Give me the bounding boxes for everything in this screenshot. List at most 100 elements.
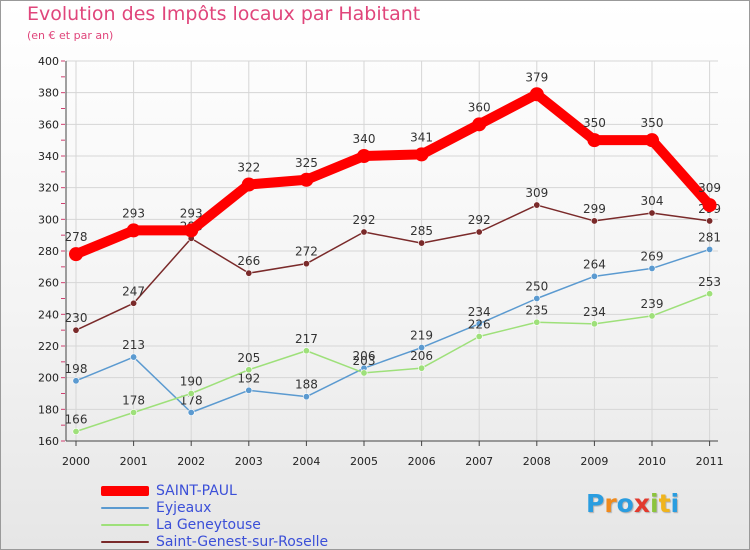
data-label: 269	[641, 249, 664, 263]
x-tick-label: 2009	[580, 455, 608, 468]
y-tick-label: 340	[38, 150, 59, 163]
x-tick-label: 2006	[408, 455, 436, 468]
data-label: 278	[65, 230, 88, 244]
data-point	[360, 369, 368, 377]
data-point	[69, 247, 83, 262]
data-label: 217	[295, 332, 318, 346]
legend-item: Eyjeaux	[101, 500, 401, 517]
data-point	[360, 228, 368, 236]
data-label: 192	[237, 371, 260, 385]
data-label: 235	[525, 303, 548, 317]
data-point	[72, 377, 80, 385]
data-label: 350	[641, 116, 664, 130]
y-tick-label: 320	[38, 182, 59, 195]
x-tick-label: 2011	[696, 455, 724, 468]
data-point	[472, 117, 487, 132]
series-line-la-geneytouse	[75, 293, 711, 433]
data-point	[475, 332, 483, 340]
data-label: 166	[65, 413, 88, 427]
data-point	[184, 223, 199, 238]
data-label: 266	[237, 254, 260, 268]
x-tick-label: 2007	[465, 455, 493, 468]
data-point	[706, 245, 714, 253]
logo-letter: i	[670, 489, 680, 518]
data-label: 325	[295, 156, 318, 170]
data-label: 188	[295, 378, 318, 392]
data-label: 219	[410, 329, 433, 343]
data-label: 292	[468, 213, 491, 227]
legend-label: La Geneytouse	[156, 517, 261, 533]
data-point	[648, 209, 656, 217]
logo-letter: P	[586, 489, 605, 518]
data-label: 203	[353, 354, 376, 368]
y-tick-label: 200	[38, 372, 59, 385]
data-label: 206	[353, 349, 376, 363]
legend-label: Saint-Genest-sur-Roselle	[156, 534, 329, 550]
data-label: 206	[410, 349, 433, 363]
logo-letter: o	[616, 489, 634, 518]
legend: SAINT-PAUL Eyjeaux La Geneytouse Saint-Gene…	[101, 483, 401, 550]
data-label: 230	[65, 311, 88, 325]
y-tick-label: 260	[38, 277, 59, 290]
data-point	[706, 217, 714, 225]
data-point	[645, 133, 659, 148]
data-label: 341	[410, 130, 433, 144]
y-tick-label: 160	[38, 435, 59, 448]
legend-item: SAINT-PAUL	[101, 483, 401, 500]
data-label: 178	[122, 394, 145, 408]
data-point	[475, 320, 483, 328]
data-point	[245, 386, 253, 394]
data-point	[648, 264, 656, 272]
data-point	[72, 326, 80, 334]
data-point	[130, 408, 138, 416]
data-point	[418, 239, 426, 247]
y-tick-label: 220	[38, 340, 59, 353]
series-line-saint-genest-sur-roselle	[75, 204, 711, 331]
data-label: 350	[583, 116, 606, 130]
x-tick-label: 2008	[523, 455, 551, 468]
data-point	[533, 294, 541, 302]
data-label: 213	[122, 338, 145, 352]
data-point	[533, 318, 541, 326]
data-point	[126, 223, 141, 238]
data-point	[72, 427, 80, 435]
x-tick-label: 2003	[235, 455, 263, 468]
data-point	[590, 272, 598, 280]
legend-label: SAINT-PAUL	[156, 483, 237, 499]
data-label: 292	[353, 213, 376, 227]
data-point	[706, 290, 714, 298]
data-label: 309	[698, 181, 721, 195]
legend-item: Saint-Genest-sur-Roselle	[101, 534, 401, 550]
data-point	[357, 149, 371, 163]
series-line-saint-paul	[71, 89, 715, 260]
y-tick-label: 240	[38, 308, 59, 321]
data-point	[299, 172, 314, 187]
data-label: 234	[583, 305, 606, 319]
data-point	[187, 408, 195, 416]
x-tick-label: 2010	[638, 455, 666, 468]
logo-letter: r	[604, 489, 617, 518]
y-tick-label: 400	[38, 55, 59, 68]
data-label: 299	[583, 202, 606, 216]
data-label: 247	[122, 284, 145, 298]
data-point	[130, 299, 138, 307]
series-line-eyjeaux	[75, 248, 711, 414]
data-point	[130, 353, 138, 361]
data-point	[302, 260, 310, 268]
logo-letter: t	[658, 489, 671, 518]
data-label: 205	[237, 351, 260, 365]
legend-label: Eyjeaux	[156, 500, 212, 516]
data-point	[302, 347, 310, 355]
legend-item: La Geneytouse	[101, 517, 401, 534]
data-label: 250	[525, 280, 548, 294]
data-label: 360	[468, 100, 491, 114]
legend-swatch	[101, 507, 149, 509]
data-point	[414, 147, 429, 162]
data-label: 178	[180, 394, 203, 408]
y-tick-label: 360	[38, 118, 59, 131]
data-point	[648, 312, 656, 320]
legend-swatch	[101, 524, 149, 526]
data-point	[590, 217, 598, 225]
data-label: 253	[698, 275, 721, 289]
data-point	[590, 320, 598, 328]
